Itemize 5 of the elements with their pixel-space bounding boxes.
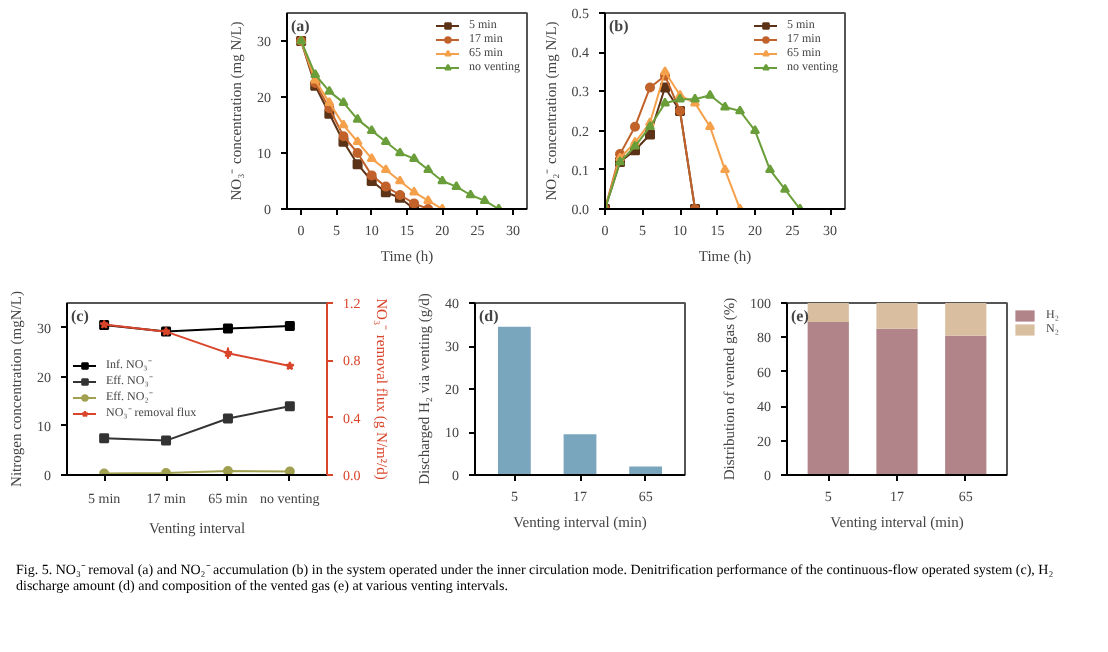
chart-title: (a): [291, 17, 311, 35]
chart-title: (e): [791, 307, 810, 325]
chart-title: (d): [479, 307, 500, 325]
chart-title: (b): [609, 17, 630, 35]
chart-title: (c): [71, 307, 90, 325]
